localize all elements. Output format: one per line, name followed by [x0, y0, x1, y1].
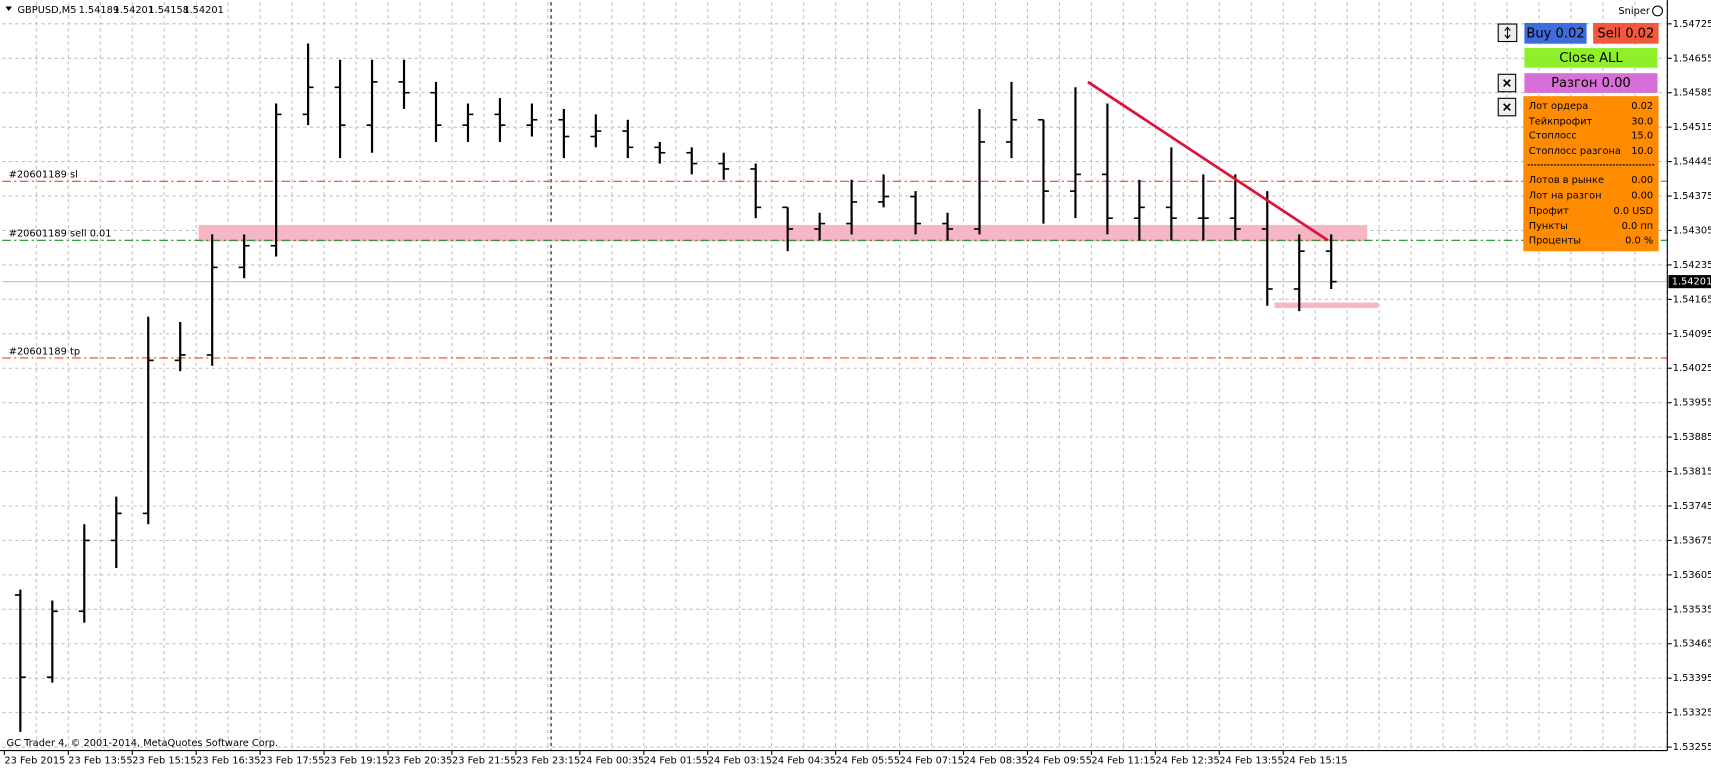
x-tick-label: 23 Feb 20:35 — [388, 755, 452, 766]
x-icon — [1503, 79, 1511, 87]
x-tick-label: 23 Feb 21:55 — [452, 755, 516, 766]
panel-row-label: Пункты — [1529, 221, 1568, 232]
panel-row-value: 30.0 — [1631, 116, 1653, 127]
razgon-label: Разгон 0.00 — [1551, 76, 1631, 91]
x-tick-label: 24 Feb 00:35 — [580, 755, 644, 766]
x-tick-label: 24 Feb 04:35 — [772, 755, 836, 766]
panel-row-value: 15.0 — [1631, 130, 1653, 141]
menu-arrow[interactable] — [5, 6, 13, 11]
y-tick-label: 1.53255 — [1673, 742, 1711, 753]
panel-row-value: 0.00 — [1631, 175, 1653, 186]
buy-button[interactable] — [1524, 22, 1587, 44]
zone-rectangle — [1274, 302, 1379, 309]
panel-row-label: Проценты — [1529, 235, 1581, 246]
panel-row-value: 10.0 — [1631, 146, 1653, 157]
x-tick-label: 24 Feb 05:55 — [836, 755, 900, 766]
y-tick-label: 1.53395 — [1673, 673, 1711, 684]
y-tick-label: 1.54515 — [1673, 122, 1711, 133]
panel-row-value: 0.0 % — [1625, 235, 1653, 246]
close-all-label: Close ALL — [1559, 51, 1623, 66]
order-levels: #20601189 sl #20601189 sell 0.01 #20601189… — [2, 170, 1668, 359]
x-tick-label: 24 Feb 09:55 — [1027, 755, 1091, 766]
indicator-name: Sniper — [1618, 6, 1650, 17]
panel-row-label: Лотов в рынке — [1529, 175, 1604, 186]
y-tick-label: 1.53675 — [1673, 535, 1711, 546]
x-tick-label: 23 Feb 17:55 — [260, 755, 324, 766]
x-tick-label: 24 Feb 13:55 — [1219, 755, 1283, 766]
axis-labels: 1.54725 1.54655 1.54585 1.54515 1.54445 1.543… — [3, 19, 1711, 766]
x-tick-label: 23 Feb 13:55 — [68, 755, 132, 766]
close-all-button[interactable] — [1524, 48, 1658, 68]
x-tick-label: 23 Feb 16:35 — [196, 755, 260, 766]
copyright: GC Trader 4, © 2001-2014, MetaQuotes Sof… — [7, 738, 279, 749]
y-tick-label: 1.53465 — [1673, 639, 1711, 650]
x-tick-label: 23 Feb 19:15 — [324, 755, 388, 766]
y-tick-label: 1.53535 — [1673, 604, 1711, 615]
panel-row-label: Профит — [1529, 206, 1569, 217]
y-tick-label: 1.54025 — [1673, 363, 1711, 374]
info-rows: Лот ордера 0.02 Тейкпрофит 30.0 Стоплосс 15.0… — [1528, 101, 1653, 246]
razgon-button[interactable] — [1524, 73, 1658, 93]
grid — [2, 2, 1668, 751]
trendline — [1087, 80, 1329, 242]
bid-label: 1.54201 — [1672, 277, 1711, 288]
buy-label: Buy 0.02 — [1526, 26, 1584, 41]
info-panel — [1523, 96, 1659, 252]
quote-high: 1.54201 — [113, 5, 154, 16]
order-level-label: #20601189 tp — [9, 346, 80, 357]
panel-row-label: Стоплосс — [1529, 130, 1577, 141]
x-tick-label: 23 Feb 2015 — [4, 755, 65, 766]
x-icon — [1503, 103, 1511, 111]
y-tick-label: 1.53885 — [1673, 432, 1711, 443]
x-tick-label: 24 Feb 12:35 — [1155, 755, 1219, 766]
zone-rectangle — [198, 225, 1368, 242]
order-level-label: #20601189 sl — [9, 170, 78, 181]
panel-row-value: 0.00 — [1631, 191, 1653, 202]
smiley-icon — [1652, 5, 1663, 17]
quote-close: 1.54201 — [183, 5, 224, 16]
y-tick-label: 1.53605 — [1673, 570, 1711, 581]
y-tick-label: 1.53815 — [1673, 467, 1711, 478]
x-tick-label: 24 Feb 11:15 — [1091, 755, 1155, 766]
x-tick-label: 24 Feb 03:15 — [708, 755, 772, 766]
order-level-label: #20601189 sell 0.01 — [9, 229, 112, 240]
panel-row-label: Стоплосс разгона — [1529, 146, 1621, 157]
x-tick-label: 24 Feb 08:35 — [964, 755, 1028, 766]
symbol-title: GBPUSD,M5 — [17, 5, 76, 16]
swap-icon — [1504, 26, 1511, 40]
y-tick-label: 1.54305 — [1673, 225, 1711, 236]
y-tick-label: 1.54585 — [1673, 88, 1711, 99]
x-tick-label: 24 Feb 07:15 — [900, 755, 964, 766]
y-tick-label: 1.54165 — [1673, 294, 1711, 305]
panel-row-label: Лот ордера — [1529, 101, 1588, 112]
x-tick-label: 23 Feb 23:15 — [516, 755, 580, 766]
y-tick-label: 1.54235 — [1673, 260, 1711, 271]
quote-low: 1.54158 — [148, 5, 189, 16]
quote-open: 1.54189 — [79, 5, 120, 16]
y-tick-label: 1.54725 — [1673, 19, 1711, 30]
panel-row-label: Лот на разгон — [1529, 191, 1602, 202]
bid-label-box — [1668, 275, 1711, 289]
y-tick-label: 1.54095 — [1673, 329, 1711, 340]
panel-row-value: 0.02 — [1631, 101, 1653, 112]
panel-row-value: 0.0 пп — [1622, 221, 1654, 232]
sell-label: Sell 0.02 — [1597, 26, 1654, 41]
price-bars — [14, 43, 1337, 732]
y-tick-label: 1.53325 — [1673, 708, 1711, 719]
x-tick-label: 24 Feb 15:15 — [1283, 755, 1347, 766]
panel-row-label: Тейкпрофит — [1528, 116, 1593, 127]
sell-button[interactable] — [1593, 22, 1659, 44]
y-tick-label: 1.54375 — [1673, 191, 1711, 202]
x-tick-label: 23 Feb 15:15 — [132, 755, 196, 766]
y-tick-label: 1.53955 — [1673, 398, 1711, 409]
x-tick-label: 24 Feb 01:55 — [644, 755, 708, 766]
y-tick-label: 1.54445 — [1673, 157, 1711, 168]
y-tick-label: 1.54655 — [1673, 53, 1711, 64]
y-tick-label: 1.53745 — [1673, 501, 1711, 512]
panel-row-value: 0.0 USD — [1613, 206, 1653, 217]
